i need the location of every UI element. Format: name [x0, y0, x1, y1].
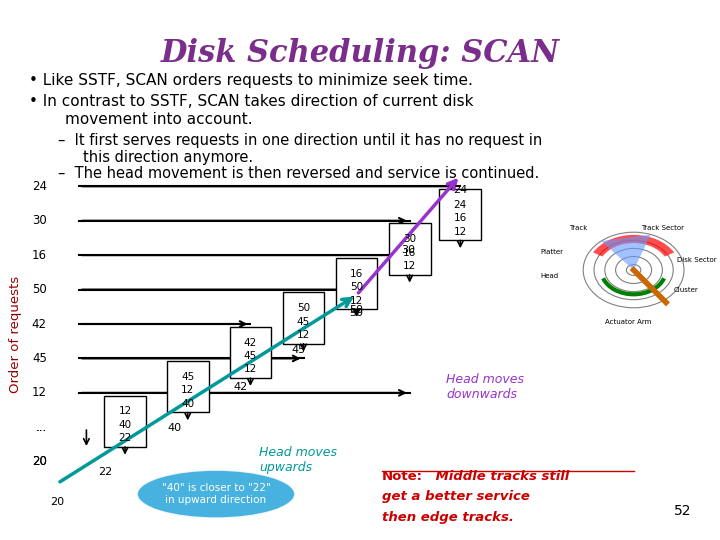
- Text: 30: 30: [32, 214, 47, 227]
- Text: • Like SSTF, SCAN orders requests to minimize seek time.: • Like SSTF, SCAN orders requests to min…: [29, 73, 472, 88]
- Text: 42: 42: [233, 382, 247, 392]
- Text: Disk Sector: Disk Sector: [677, 257, 716, 263]
- Text: –  It first serves requests in one direction until it has no request in: – It first serves requests in one direct…: [58, 133, 542, 148]
- FancyBboxPatch shape: [389, 224, 431, 275]
- Text: 45: 45: [292, 345, 305, 355]
- Text: 12: 12: [32, 386, 47, 400]
- Text: 30: 30: [402, 245, 415, 255]
- Text: 12: 12: [244, 364, 257, 375]
- Text: Head moves
upwards: Head moves upwards: [259, 446, 337, 474]
- Text: Note:: Note:: [382, 470, 423, 483]
- Text: 20: 20: [32, 455, 47, 468]
- Text: 16: 16: [32, 248, 47, 262]
- Text: 12: 12: [181, 386, 194, 395]
- Text: this direction anymore.: this direction anymore.: [83, 150, 253, 165]
- Text: 45: 45: [32, 352, 47, 365]
- Text: 12: 12: [403, 261, 416, 271]
- Text: "40" is closer to "22"
in upward direction: "40" is closer to "22" in upward directi…: [161, 483, 271, 505]
- Text: 50: 50: [350, 308, 364, 319]
- Text: 50: 50: [350, 305, 364, 315]
- Text: 30: 30: [403, 234, 416, 244]
- Text: ...: ...: [35, 421, 47, 434]
- Text: 16: 16: [454, 213, 467, 224]
- Text: 52: 52: [674, 504, 691, 518]
- Text: Head moves
downwards: Head moves downwards: [446, 373, 524, 401]
- Text: 42: 42: [244, 338, 257, 348]
- Text: Order of requests: Order of requests: [9, 276, 22, 393]
- FancyBboxPatch shape: [439, 189, 481, 240]
- Text: Middle tracks still: Middle tracks still: [431, 470, 569, 483]
- Text: ...: ...: [35, 421, 47, 434]
- Text: 50: 50: [32, 283, 47, 296]
- Text: 20: 20: [50, 497, 65, 507]
- Wedge shape: [593, 235, 674, 256]
- Text: 42: 42: [32, 318, 47, 330]
- Text: 45: 45: [297, 316, 310, 327]
- Text: 20: 20: [32, 455, 47, 468]
- Text: Head: Head: [540, 273, 558, 279]
- Text: 45: 45: [244, 351, 257, 361]
- Text: 50: 50: [297, 303, 310, 313]
- Text: 40: 40: [167, 423, 181, 434]
- Text: Actuator Arm: Actuator Arm: [605, 319, 651, 325]
- Text: –  The head movement is then reversed and service is continued.: – The head movement is then reversed and…: [58, 166, 539, 181]
- Polygon shape: [601, 234, 651, 270]
- Text: then edge tracks.: then edge tracks.: [382, 511, 513, 524]
- Text: 12: 12: [454, 227, 467, 237]
- Text: 16: 16: [403, 248, 416, 258]
- Text: Track Sector: Track Sector: [641, 225, 684, 231]
- Text: Disk Scheduling: SCAN: Disk Scheduling: SCAN: [161, 38, 559, 69]
- FancyBboxPatch shape: [283, 292, 325, 343]
- Text: 24: 24: [32, 180, 47, 193]
- Text: 24: 24: [453, 185, 467, 195]
- Text: 24: 24: [454, 200, 467, 210]
- Text: 12: 12: [350, 295, 363, 306]
- Text: get a better service: get a better service: [382, 490, 529, 503]
- Text: 40: 40: [181, 399, 194, 409]
- Text: 45: 45: [181, 372, 194, 382]
- FancyBboxPatch shape: [104, 395, 146, 447]
- Text: 22: 22: [98, 467, 112, 477]
- Text: 22: 22: [118, 433, 132, 443]
- Text: Platter: Platter: [540, 249, 563, 255]
- Text: 50: 50: [350, 282, 363, 292]
- Text: movement into account.: movement into account.: [65, 112, 253, 127]
- Text: Cluster: Cluster: [673, 287, 698, 293]
- Text: 12: 12: [297, 330, 310, 340]
- Text: 16: 16: [350, 268, 363, 279]
- Text: 12: 12: [118, 406, 132, 416]
- Text: 40: 40: [119, 420, 132, 430]
- FancyBboxPatch shape: [167, 361, 209, 413]
- Ellipse shape: [137, 470, 295, 518]
- Text: Track: Track: [569, 225, 588, 231]
- FancyBboxPatch shape: [230, 327, 271, 378]
- Text: • In contrast to SSTF, SCAN takes direction of current disk: • In contrast to SSTF, SCAN takes direct…: [29, 94, 473, 110]
- FancyBboxPatch shape: [336, 258, 377, 309]
